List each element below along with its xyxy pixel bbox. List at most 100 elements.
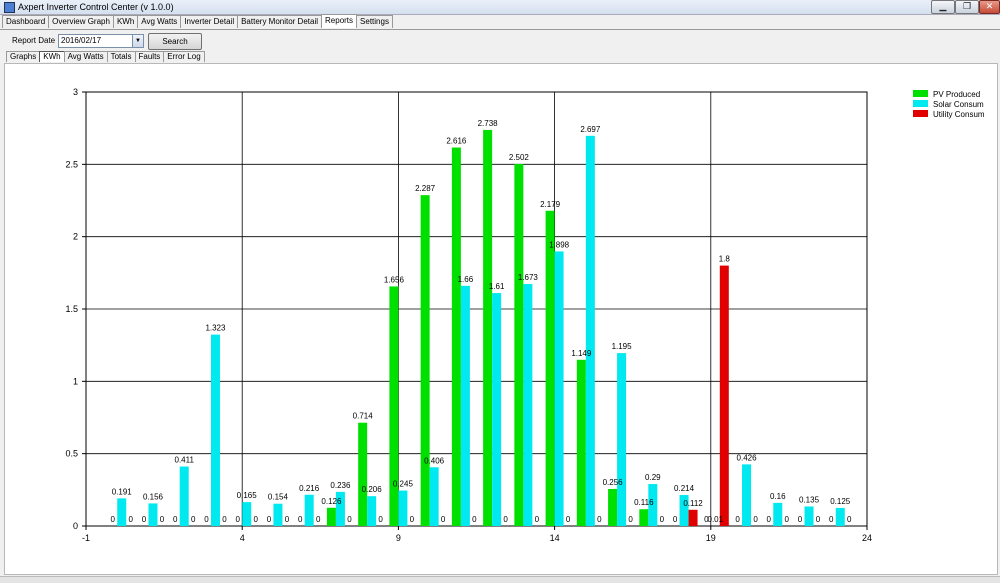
bar-solar-consum — [117, 498, 127, 526]
data-label: 0.426 — [737, 453, 758, 462]
data-label: 0 — [316, 515, 321, 524]
data-label: 0 — [628, 515, 633, 524]
x-tick-label: 9 — [396, 533, 401, 543]
data-label: 0.206 — [362, 485, 383, 494]
data-label: 0.29 — [645, 473, 661, 482]
report-date-picker[interactable]: 2016/02/17 ▼ — [58, 34, 144, 48]
data-label: 0 — [660, 515, 665, 524]
minimize-button[interactable]: ▁ — [931, 0, 955, 14]
report-subtab-strip: Graphs KWh Avg Watts Totals Faults Error Log — [6, 51, 205, 63]
data-label: 0.245 — [393, 480, 414, 489]
search-button[interactable]: Search — [148, 33, 202, 50]
main-tab-strip: Dashboard Overview Graph KWh Avg Watts Inver… — [2, 14, 393, 29]
tab-overview-graph[interactable]: Overview Graph — [48, 15, 114, 28]
data-label: 0 — [191, 515, 196, 524]
data-label: 1.66 — [458, 275, 474, 284]
data-label: 0 — [847, 515, 852, 524]
data-label: 0.01 — [708, 515, 724, 524]
report-date-value: 2016/02/17 — [61, 36, 102, 45]
data-label: 2.502 — [509, 153, 530, 162]
data-label: 0.126 — [321, 497, 342, 506]
bar-pv-produced — [639, 509, 649, 526]
data-label: 1.8 — [719, 255, 731, 264]
bar-solar-consum — [523, 283, 533, 526]
bar-solar-consum — [210, 334, 220, 526]
data-label: 0.116 — [634, 498, 654, 507]
data-label: 0 — [160, 515, 165, 524]
data-label: 0 — [816, 515, 821, 524]
calendar-dropdown-icon[interactable]: ▼ — [132, 35, 143, 47]
data-label: 0 — [204, 515, 209, 524]
data-label: 0.112 — [683, 499, 703, 508]
bar-solar-consum — [773, 502, 783, 526]
bar-pv-produced — [326, 507, 336, 526]
bar-solar-consum — [648, 484, 658, 526]
data-label: 0.191 — [112, 487, 133, 496]
data-label: 1.149 — [571, 349, 592, 358]
status-bar — [0, 576, 1000, 583]
tab-avg-watts[interactable]: Avg Watts — [137, 15, 182, 28]
data-label: 0 — [129, 515, 134, 524]
subtab-avg-watts[interactable]: Avg Watts — [63, 51, 108, 62]
data-label: 0 — [378, 515, 383, 524]
data-label: 2.697 — [580, 125, 601, 134]
data-label: 0 — [472, 515, 477, 524]
tab-settings[interactable]: Settings — [356, 15, 393, 28]
bar-pv-produced — [608, 488, 618, 526]
data-label: 1.61 — [489, 282, 505, 291]
data-label: 1.195 — [612, 342, 633, 351]
bar-pv-produced — [545, 210, 555, 526]
bar-pv-produced — [514, 164, 524, 526]
data-label: 2.738 — [478, 119, 499, 128]
bar-solar-consum — [492, 293, 502, 526]
bar-pv-produced — [420, 195, 430, 526]
y-tick-label: 1.5 — [65, 304, 78, 314]
data-label: 0.135 — [799, 495, 820, 504]
bar-solar-consum — [617, 353, 627, 526]
data-label: 0.165 — [237, 491, 258, 500]
subtab-kwh[interactable]: KWh — [39, 51, 65, 62]
legend-label: Solar Consum — [933, 100, 984, 109]
tab-reports[interactable]: Reports — [321, 14, 358, 28]
tab-dashboard[interactable]: Dashboard — [2, 15, 50, 28]
bar-pv-produced — [483, 129, 493, 527]
subtab-totals[interactable]: Totals — [106, 51, 136, 62]
y-tick-label: 2 — [73, 232, 78, 242]
data-label: 0 — [142, 515, 147, 524]
data-label: 0 — [753, 515, 758, 524]
tab-battery-monitor-detail[interactable]: Battery Monitor Detail — [237, 15, 323, 28]
bar-solar-consum — [804, 506, 814, 526]
tab-inverter-detail[interactable]: Inverter Detail — [180, 15, 239, 28]
window-title: Axpert Inverter Control Center (v 1.0.0) — [18, 2, 174, 12]
bar-solar-consum — [398, 490, 408, 526]
maximize-button[interactable]: ❐ — [955, 0, 979, 14]
bar-utility-consum — [719, 265, 729, 526]
bar-solar-consum — [179, 466, 189, 526]
data-label: 0 — [503, 515, 508, 524]
data-label: 0 — [235, 515, 240, 524]
bar-solar-consum — [742, 464, 752, 526]
data-label: 1.323 — [205, 324, 226, 333]
tab-kwh[interactable]: KWh — [112, 15, 139, 28]
x-tick-label: 19 — [706, 533, 716, 543]
data-label: 2.179 — [540, 200, 561, 209]
tab-divider — [0, 29, 1000, 30]
data-label: 0 — [222, 515, 227, 524]
x-tick-label: 24 — [862, 533, 872, 543]
close-button[interactable]: ✕ — [979, 0, 1000, 14]
bar-solar-consum — [429, 467, 439, 526]
y-tick-label: 0 — [73, 521, 78, 531]
data-label: 0 — [735, 515, 740, 524]
data-label: 1.673 — [518, 273, 539, 282]
data-label: 0 — [173, 515, 178, 524]
subtab-graphs[interactable]: Graphs — [6, 51, 41, 62]
subtab-error-log[interactable]: Error Log — [163, 51, 205, 62]
bar-utility-consum — [688, 509, 698, 526]
subtab-faults[interactable]: Faults — [134, 51, 165, 62]
data-label: 2.287 — [415, 184, 436, 193]
data-label: 0.154 — [268, 493, 289, 502]
bar-solar-consum — [460, 285, 470, 526]
bar-pv-produced — [451, 147, 461, 526]
data-label: 0 — [785, 515, 790, 524]
